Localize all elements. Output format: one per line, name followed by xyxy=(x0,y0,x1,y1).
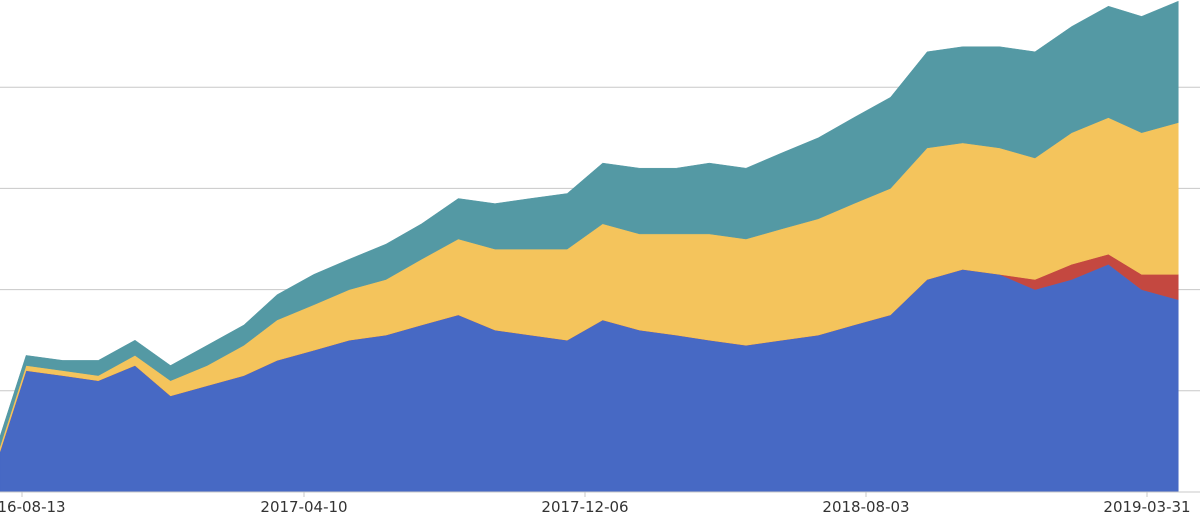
area-series xyxy=(0,0,1179,493)
x-axis-ticks: 2016-08-13 2017-04-10 2017-12-06 2018-08-03… xyxy=(0,492,1191,515)
area-series-3 xyxy=(0,0,1179,447)
x-tick-label: 2017-12-06 xyxy=(541,498,628,515)
x-tick-label: 2016-08-13 xyxy=(0,498,66,515)
x-tick-label: 2017-04-10 xyxy=(260,498,347,515)
x-tick-label: 2018-08-03 xyxy=(822,498,909,515)
x-tick-label: 2019-03-31 xyxy=(1103,498,1190,515)
